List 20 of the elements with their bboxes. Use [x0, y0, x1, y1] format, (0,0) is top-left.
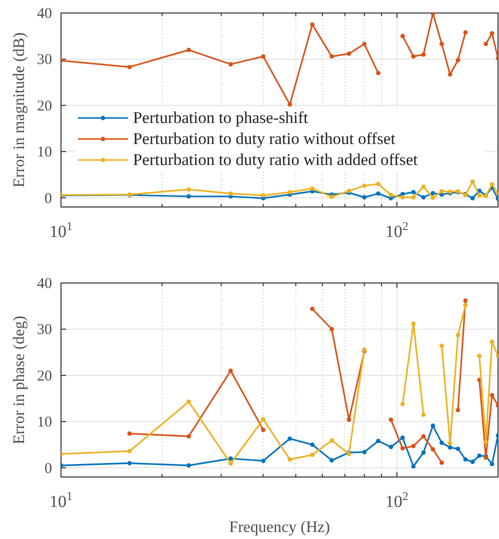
- legend-label: Perturbation to phase-shift: [133, 108, 308, 127]
- y-tick-label: 20: [37, 368, 52, 384]
- y-axis-title: Error in magnitude (dB): [11, 32, 28, 188]
- y-tick-label: 30: [37, 322, 52, 338]
- x-tick-label: 10$^{2}$: [385, 489, 408, 511]
- y-tick-label: 20: [37, 98, 52, 114]
- y-tick-label: 0: [44, 190, 52, 207]
- y-tick-label: 0: [44, 460, 52, 477]
- y-tick-label: 40: [37, 6, 52, 22]
- y-tick-label: 40: [37, 276, 52, 292]
- y-tick-label: 10: [37, 144, 52, 161]
- legend-label: Perturbation to duty ratio with added offset: [133, 150, 418, 169]
- x-tick-label: 10$^{2}$: [385, 219, 408, 241]
- y-tick-label: 30: [37, 52, 52, 68]
- x-tick-label: 10$^{1}$: [50, 219, 73, 241]
- y-axis-title: Error in phase (deg): [11, 316, 28, 444]
- x-tick-label: 10$^{1}$: [50, 489, 73, 511]
- y-tick-label: 10: [37, 414, 52, 431]
- legend-label: Perturbation to duty ratio without offset: [133, 129, 396, 148]
- x-axis-title: Frequency (Hz): [229, 519, 330, 536]
